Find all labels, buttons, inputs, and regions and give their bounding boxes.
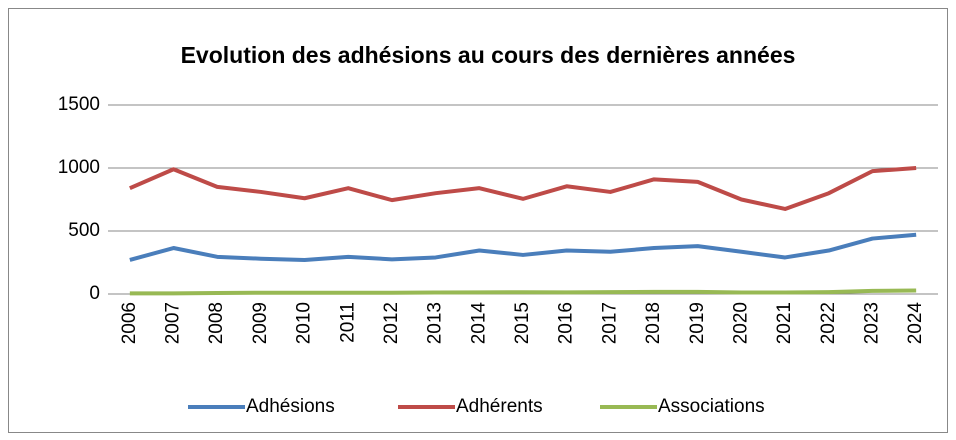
x-tick-label: 2010 (294, 302, 315, 344)
x-tick-label: 2013 (425, 302, 446, 344)
chart-title: Evolution des adhésions au cours des der… (181, 42, 796, 68)
chart-frame (8, 8, 948, 433)
x-tick-label: 2021 (774, 302, 795, 344)
legend-label: Adhérents (456, 396, 543, 417)
x-tick-label: 2024 (905, 302, 926, 345)
x-tick-label: 2015 (512, 302, 533, 344)
x-tick-label: 2007 (163, 302, 184, 344)
x-tick-label: 2006 (119, 302, 140, 344)
x-tick-label: 2012 (381, 302, 402, 344)
x-tick-label: 2023 (861, 302, 882, 344)
data-line (129, 288, 917, 296)
x-tick-label: 2019 (687, 302, 708, 344)
x-tick-label: 2016 (556, 302, 577, 344)
legend-label: Associations (658, 396, 765, 417)
data-line (129, 232, 917, 262)
data-line (129, 166, 917, 211)
x-tick-label: 2017 (599, 302, 620, 344)
x-tick-label: 2014 (468, 302, 489, 345)
y-tick-label: 1500 (58, 94, 100, 115)
x-tick-label: 2011 (337, 302, 358, 343)
y-tick-label: 0 (89, 283, 100, 304)
x-tick-label: 2020 (730, 302, 751, 344)
y-tick-label: 500 (68, 220, 100, 241)
x-tick-label: 2018 (643, 302, 664, 344)
x-tick-label: 2022 (818, 302, 839, 344)
x-tick-label: 2009 (250, 302, 271, 344)
y-tick-label: 1000 (58, 157, 100, 178)
x-tick-label: 2008 (206, 302, 227, 344)
legend-label: Adhésions (246, 396, 335, 417)
